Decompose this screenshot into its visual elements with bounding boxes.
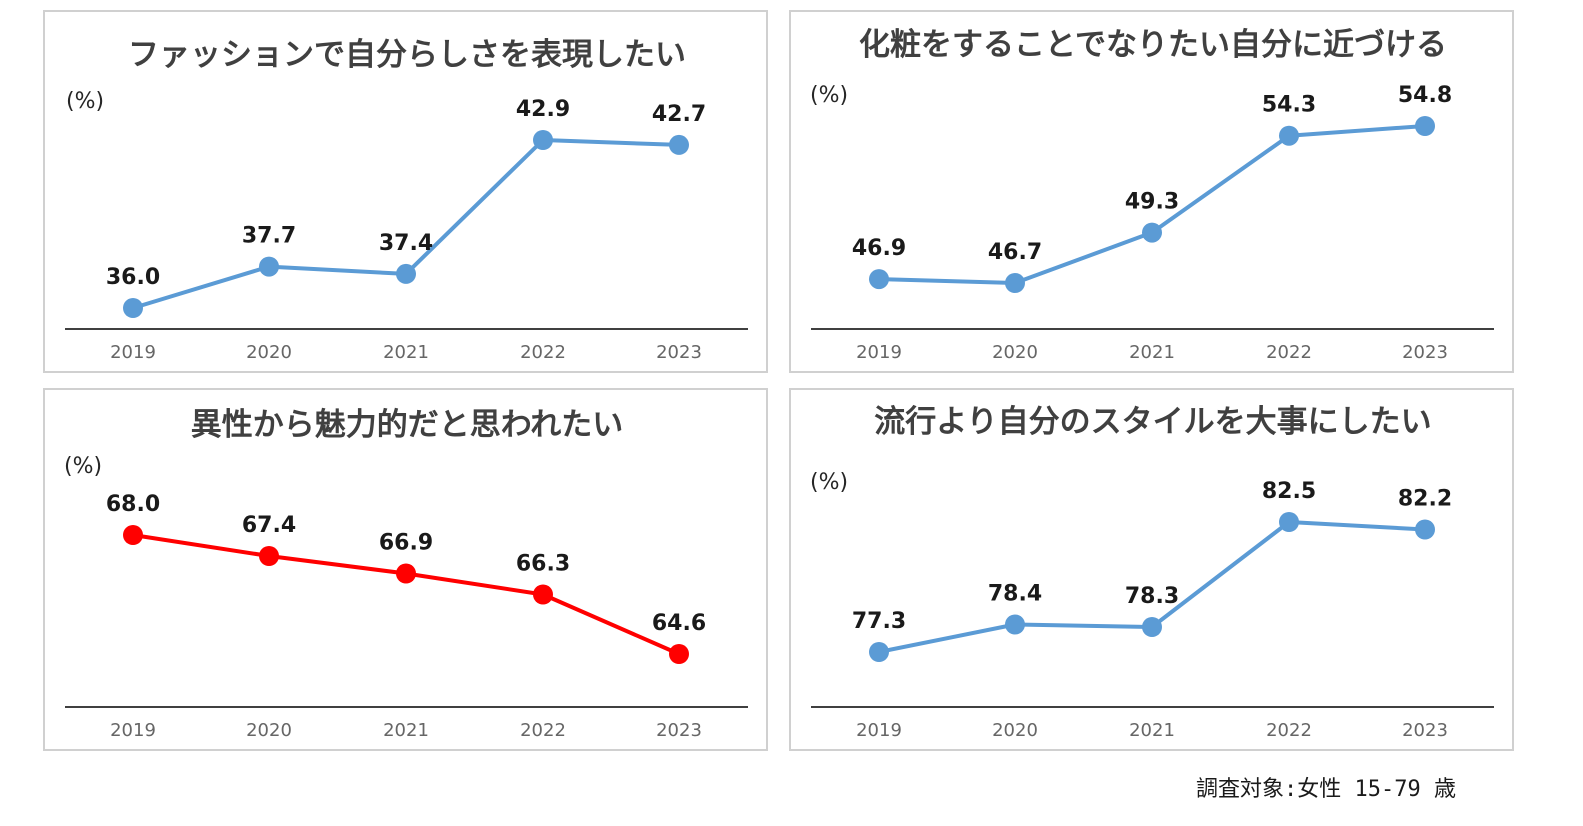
x-tick-label: 2020 xyxy=(992,342,1038,363)
data-label: 42.7 xyxy=(652,102,706,127)
data-label: 68.0 xyxy=(106,492,160,517)
chart-title: 異性から魅力的だと思われたい xyxy=(191,407,623,443)
x-tick-label: 2021 xyxy=(1129,342,1175,363)
data-point xyxy=(1142,222,1162,243)
x-tick-label: 2020 xyxy=(246,720,292,741)
data-point xyxy=(123,525,143,545)
data-point xyxy=(1005,614,1025,635)
unit-label: (%) xyxy=(66,89,104,114)
x-tick-label: 2021 xyxy=(383,342,429,363)
unit-label: (%) xyxy=(64,454,102,479)
data-label: 64.6 xyxy=(652,611,706,636)
data-label: 66.9 xyxy=(379,531,433,556)
x-tick-label: 2023 xyxy=(656,720,702,741)
x-tick-label: 2023 xyxy=(656,342,702,363)
x-tick-label: 2021 xyxy=(383,720,429,741)
data-point xyxy=(869,642,889,662)
data-point xyxy=(1415,116,1435,136)
unit-label: (%) xyxy=(810,83,848,108)
data-point xyxy=(259,256,279,277)
chart-panel-attractiveness: 異性から魅力的だと思われたい (%) 2019 2020 2021 2022 2023 68.… xyxy=(43,388,768,751)
data-point xyxy=(1279,125,1299,146)
x-tick-label: 2020 xyxy=(992,720,1038,741)
data-label: 37.4 xyxy=(379,231,433,256)
data-label: 46.7 xyxy=(988,240,1042,265)
chart-svg: ファッションで自分らしさを表現したい (%) 2019 2020 2021 2022 202… xyxy=(65,37,748,363)
data-label: 54.3 xyxy=(1262,93,1316,118)
x-tick-label: 2023 xyxy=(1402,720,1448,741)
chart-panel-own-style: 流行より自分のスタイルを大事にしたい (%) 2019 2020 2021 2022 202… xyxy=(789,388,1514,751)
chart-svg: 化粧をすることでなりたい自分に近づける (%) 2019 2020 2021 2022 20… xyxy=(810,27,1494,363)
data-label: 82.5 xyxy=(1262,479,1316,504)
data-label: 46.9 xyxy=(852,236,906,261)
data-point xyxy=(259,546,279,566)
x-tick-label: 2022 xyxy=(520,720,566,741)
data-point xyxy=(533,130,553,150)
chart-svg: 異性から魅力的だと思われたい (%) 2019 2020 2021 2022 2023 68.… xyxy=(64,407,748,741)
chart-panel-makeup: 化粧をすることでなりたい自分に近づける (%) 2019 2020 2021 2022 20… xyxy=(789,10,1514,373)
x-tick-label: 2023 xyxy=(1402,342,1448,363)
survey-footnote: 調査対象:女性 15-79 歳 xyxy=(1196,777,1456,802)
data-point xyxy=(396,263,416,284)
data-point xyxy=(669,134,689,155)
data-label: 78.3 xyxy=(1125,584,1179,609)
data-label: 77.3 xyxy=(852,609,906,634)
chart-title: 化粧をすることでなりたい自分に近づける xyxy=(859,27,1447,63)
data-label: 36.0 xyxy=(106,265,160,290)
data-label: 42.9 xyxy=(516,97,570,122)
data-label: 67.4 xyxy=(242,513,296,538)
x-tick-label: 2020 xyxy=(246,342,292,363)
data-point xyxy=(1005,273,1025,293)
x-tick-label: 2019 xyxy=(110,720,156,741)
data-point xyxy=(123,298,143,318)
data-label: 54.8 xyxy=(1398,83,1452,108)
data-point xyxy=(533,584,553,605)
x-tick-label: 2019 xyxy=(110,342,156,363)
x-tick-label: 2022 xyxy=(1266,720,1312,741)
x-tick-label: 2019 xyxy=(856,720,902,741)
chart-panel-fashion: ファッションで自分らしさを表現したい (%) 2019 2020 2021 2022 202… xyxy=(43,10,768,373)
data-label: 66.3 xyxy=(516,552,570,577)
data-point xyxy=(1142,617,1162,637)
data-point xyxy=(869,269,889,290)
x-tick-label: 2021 xyxy=(1129,720,1175,741)
x-tick-label: 2019 xyxy=(856,342,902,363)
chart-title: ファッションで自分らしさを表現したい xyxy=(128,37,686,73)
data-point xyxy=(1415,519,1435,540)
data-label: 49.3 xyxy=(1125,190,1179,215)
chart-title: 流行より自分のスタイルを大事にしたい xyxy=(874,404,1431,440)
data-point xyxy=(396,563,416,584)
data-point xyxy=(669,644,689,664)
x-tick-label: 2022 xyxy=(520,342,566,363)
unit-label: (%) xyxy=(810,470,848,495)
data-label: 78.4 xyxy=(988,582,1042,607)
chart-svg: 流行より自分のスタイルを大事にしたい (%) 2019 2020 2021 2022 202… xyxy=(810,404,1494,741)
data-point xyxy=(1279,512,1299,532)
data-label: 82.2 xyxy=(1398,487,1452,512)
x-tick-label: 2022 xyxy=(1266,342,1312,363)
data-label: 37.7 xyxy=(242,224,296,249)
